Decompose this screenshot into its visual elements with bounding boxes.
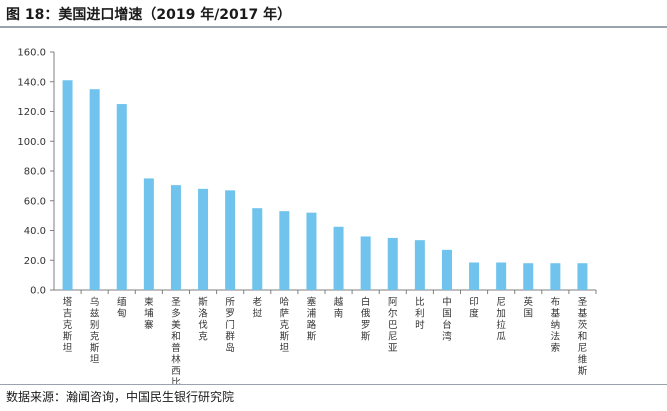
x-category-label: 哈萨克斯坦 <box>280 296 290 354</box>
y-tick-label: 100.0 <box>17 137 46 148</box>
bottom-divider <box>0 384 667 385</box>
x-category-label: 斯洛伐克 <box>198 296 208 343</box>
bar-13 <box>414 240 425 290</box>
bar-10 <box>333 226 344 290</box>
x-category-label: 圣基茨和尼维斯 <box>578 297 588 377</box>
y-tick-label: 80.0 <box>24 167 46 178</box>
bar-16 <box>496 262 507 290</box>
source-note: 数据来源：瀚闻咨询，中国民生银行研究院 <box>6 390 235 404</box>
x-category-label: 圣多美和普林西比 <box>171 297 181 384</box>
bar-14 <box>441 249 452 290</box>
x-category-label: 柬埔寨 <box>144 297 154 331</box>
x-category-label: 乌兹别克斯坦 <box>90 296 100 366</box>
x-category-label: 比利时 <box>415 296 425 331</box>
bar-17 <box>523 263 534 290</box>
bar-8 <box>279 211 290 290</box>
bar-0 <box>62 80 73 290</box>
bar-3 <box>143 178 154 290</box>
y-tick-label: 40.0 <box>24 226 46 237</box>
bar-5 <box>198 188 209 290</box>
x-category-label: 尼加拉瓜 <box>496 297 506 343</box>
x-category-label: 中国台湾 <box>442 296 452 343</box>
y-tick-label: 20.0 <box>24 256 46 267</box>
bar-6 <box>225 190 236 290</box>
y-tick-label: 0.0 <box>30 286 46 297</box>
x-category-label: 印度 <box>469 296 479 320</box>
bars <box>62 80 588 290</box>
bar-15 <box>469 262 480 290</box>
y-tick-label: 160.0 <box>17 48 46 59</box>
bar-9 <box>306 212 317 290</box>
x-category-label: 缅甸 <box>117 296 127 320</box>
bar-12 <box>387 237 398 290</box>
y-tick-label: 120.0 <box>17 107 46 118</box>
x-category-label: 越南 <box>334 296 344 320</box>
bar-19 <box>577 263 588 290</box>
x-category-label: 布基纳法索 <box>551 296 561 354</box>
bar-4 <box>170 185 181 290</box>
x-category-label: 阿尔巴尼亚 <box>388 297 398 354</box>
bar-2 <box>116 104 127 290</box>
x-axis: 塔吉克斯坦 乌兹别克斯坦 缅甸 柬埔寨 圣多美和普林西比 斯洛伐克 所罗门群岛 老挝 哈萨克斯坦… <box>63 290 597 384</box>
top-divider <box>0 26 667 28</box>
x-category-label: 老挝 <box>252 296 262 320</box>
x-category-label: 塞浦路斯 <box>307 296 317 343</box>
bar-1 <box>89 89 100 290</box>
bar-18 <box>550 263 561 290</box>
bar-7 <box>252 208 263 290</box>
x-category-label: 白俄罗斯 <box>361 296 371 343</box>
y-tick-label: 60.0 <box>24 196 46 207</box>
bar-chart: 0.020.040.060.080.0100.0120.0140.0160.0 … <box>17 48 597 384</box>
x-category-label: 所罗门群岛 <box>225 297 235 354</box>
x-category-label: 塔吉克斯坦 <box>63 296 73 354</box>
chart-title: 图 18：美国进口增速（2019 年/2017 年） <box>6 7 292 23</box>
y-tick-label: 140.0 <box>17 77 46 88</box>
bar-11 <box>360 236 371 290</box>
x-category-label: 英国 <box>523 296 533 320</box>
